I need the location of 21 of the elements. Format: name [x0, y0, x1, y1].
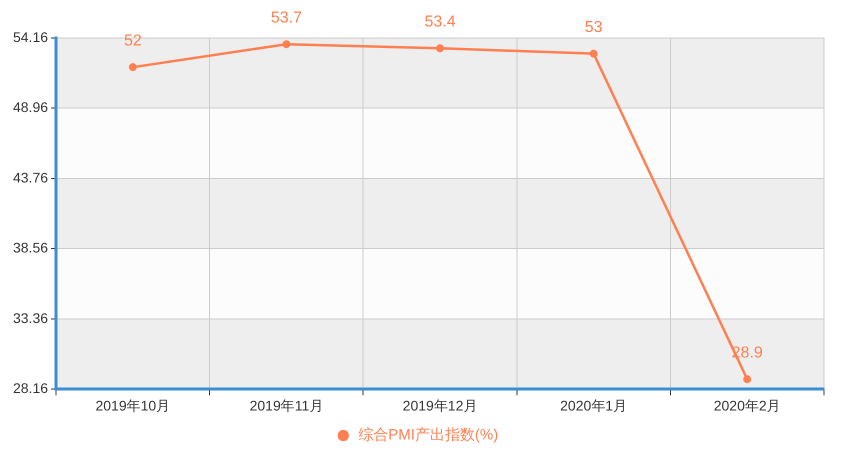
- data-label: 53.7: [270, 10, 302, 27]
- x-tick-label: 2020年1月: [560, 397, 628, 414]
- y-tick-label: 38.56: [12, 240, 48, 256]
- y-tick-label: 54.16: [12, 28, 48, 45]
- point: [743, 375, 752, 384]
- point: [436, 44, 444, 52]
- y-tick-label: 43.76: [12, 169, 48, 186]
- y-tick-label: 33.36: [12, 310, 48, 326]
- data-label: 53.4: [424, 14, 456, 31]
- x-tick-label: 2019年11月: [250, 397, 324, 414]
- y-tick-label: 48.96: [12, 99, 48, 116]
- point: [128, 63, 137, 72]
- point: [282, 40, 290, 48]
- x-tick-label: 2020年2月: [714, 397, 781, 414]
- x-tick-label: 2019年10月: [95, 397, 170, 414]
- x-tick-label: 2019年12月: [402, 397, 478, 414]
- legend-label: 综合PMI产出指数(%): [358, 426, 498, 444]
- point: [590, 50, 598, 58]
- data-label: 53: [584, 19, 603, 36]
- y-tick-label: 28.16: [12, 380, 48, 396]
- data-label: 52: [124, 32, 142, 50]
